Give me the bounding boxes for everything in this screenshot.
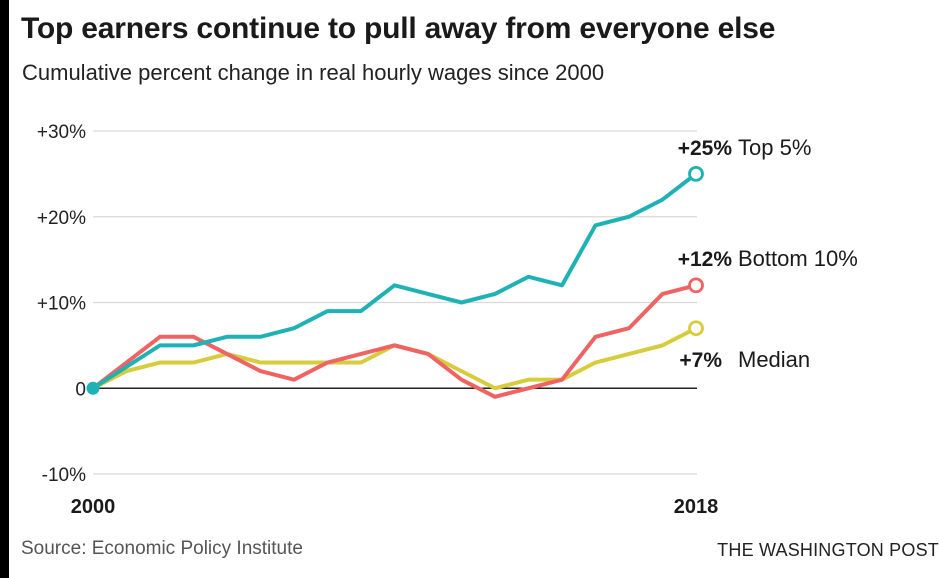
y-tick-label: +20% bbox=[37, 208, 86, 229]
y-axis-ticks: +30% +20% +10% 0 -10% bbox=[37, 122, 86, 486]
x-tick-label: 2018 bbox=[674, 496, 719, 518]
series-end-value-top-5: +25% bbox=[678, 137, 733, 160]
start-marker bbox=[86, 381, 100, 395]
grid-lines bbox=[93, 130, 697, 475]
end-marker-median bbox=[688, 320, 704, 337]
chart-title: Top earners continue to pull away from e… bbox=[21, 12, 776, 45]
series-line-top-5 bbox=[91, 171, 698, 391]
x-axis-ticks: 2000 2018 bbox=[71, 496, 719, 518]
series-end-value-median: +7% bbox=[679, 349, 722, 372]
y-tick-label: +30% bbox=[37, 122, 86, 143]
series-labels: +25% Top 5% +12% Bottom 10% +7% Median bbox=[678, 135, 858, 372]
y-tick-label: -10% bbox=[42, 465, 86, 486]
source-note: Source: Economic Policy Institute bbox=[21, 538, 303, 559]
series-end-markers bbox=[86, 165, 704, 395]
series-name-top-5: Top 5% bbox=[738, 135, 811, 160]
series-name-median: Median bbox=[738, 347, 810, 372]
end-marker-bottom-10 bbox=[688, 277, 704, 294]
series-lines bbox=[91, 171, 698, 399]
series-end-value-bottom-10: +12% bbox=[678, 248, 733, 271]
end-marker-top-5 bbox=[688, 165, 704, 182]
y-tick-label: +10% bbox=[37, 294, 86, 315]
series-line-bottom-10 bbox=[91, 283, 698, 399]
publisher-credit: THE WASHINGTON POST bbox=[717, 540, 939, 560]
chart-subtitle: Cumulative percent change in real hourly… bbox=[22, 60, 605, 85]
x-tick-label: 2000 bbox=[71, 496, 116, 518]
y-tick-label: 0 bbox=[75, 379, 86, 400]
series-name-bottom-10: Bottom 10% bbox=[738, 246, 858, 271]
